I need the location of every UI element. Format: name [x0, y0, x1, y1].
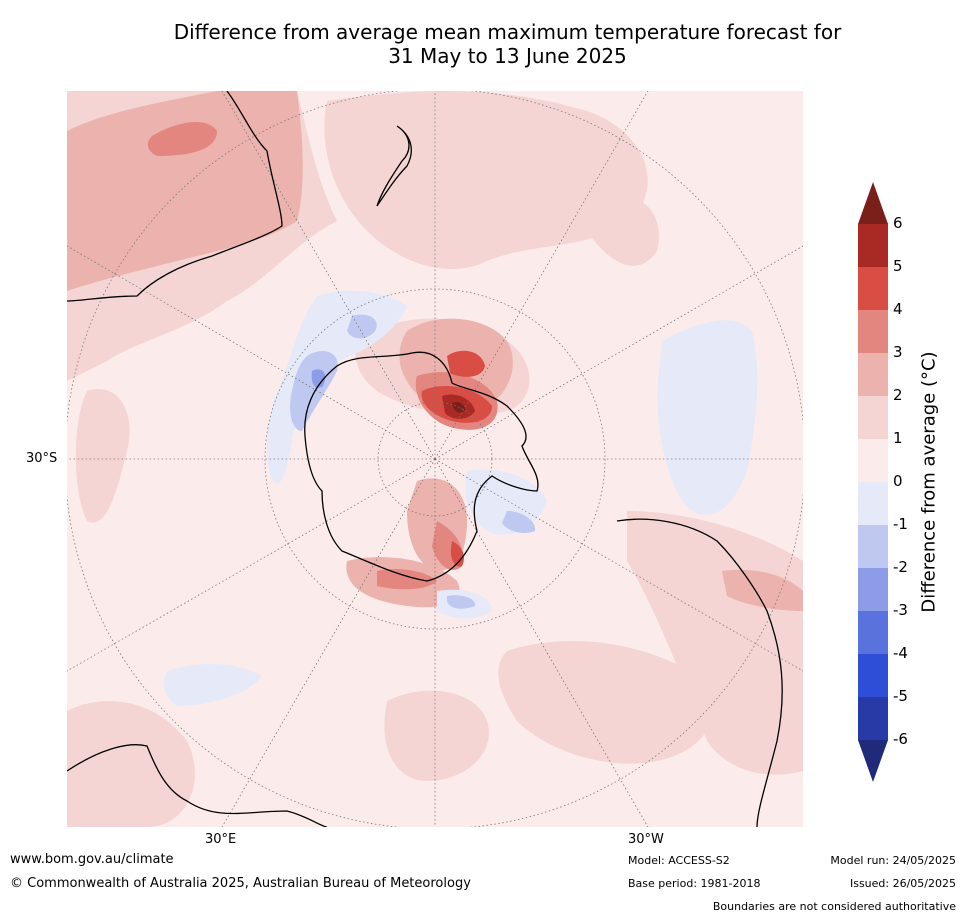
warm-area-pacific-east	[587, 194, 659, 266]
colorbar-tick-label: 4	[893, 300, 903, 318]
colorbar-bin	[858, 697, 888, 741]
warm-core-australia	[147, 121, 217, 156]
colorbar-top-arrow	[858, 182, 888, 224]
colorbar-tick-label: 2	[893, 386, 903, 404]
colorbar-tick-label: -5	[893, 687, 908, 705]
forecast-map	[67, 91, 803, 827]
colorbar-bin	[858, 525, 888, 569]
colorbar-bin	[858, 396, 888, 440]
colorbar-bin	[858, 439, 888, 483]
footer-model-run: Model run: 24/05/2025	[830, 854, 956, 867]
lat-label-30s: 30°S	[26, 451, 58, 466]
title-line-1: Difference from average mean maximum tem…	[173, 20, 842, 44]
footer-website[interactable]: www.bom.gov.au/climate	[10, 852, 174, 867]
colorbar-tick-label: -6	[893, 730, 908, 748]
coastlines	[67, 91, 783, 827]
cool-area-east-antarctica	[266, 290, 407, 484]
warm-area-pacific	[324, 91, 648, 270]
footer-copyright: © Commonwealth of Australia 2025, Austra…	[10, 876, 471, 891]
warm-area-atlantic-south	[384, 690, 489, 781]
colorbar-bin	[858, 568, 888, 612]
colorbar-bin	[858, 611, 888, 655]
colorbar-tick-label: -1	[893, 515, 908, 533]
footer-disclaimer: Boundaries are not considered authoritat…	[712, 900, 956, 913]
colorbar-bin	[858, 482, 888, 526]
colorbar-bin	[858, 654, 888, 698]
cool-area-indian	[164, 664, 262, 706]
footer-model: Model: ACCESS-S2	[628, 854, 730, 867]
colorbar-tick-label: -3	[893, 601, 908, 619]
colorbar-tick-label: 0	[893, 472, 903, 490]
cool-core-weddell	[502, 511, 536, 534]
colorbar-bin	[858, 353, 888, 397]
lon-label-30e: 30°E	[205, 832, 237, 847]
new-zealand-coast	[376, 125, 412, 207]
colorbar-title: Difference from average (°C)	[918, 351, 940, 613]
warm-area-south-africa	[67, 701, 195, 827]
colorbar-bins	[858, 224, 888, 741]
colorbar-tick-label: 5	[893, 257, 903, 275]
lon-label-30w: 30°W	[628, 832, 664, 847]
warm-patch-australia	[67, 91, 303, 291]
chart-title: Difference from average mean maximum tem…	[60, 20, 955, 68]
cool-core-east-antarctica	[290, 351, 338, 431]
colorbar-bottom-arrow	[858, 740, 888, 782]
footer-base-period: Base period: 1981-2018	[628, 877, 761, 890]
warm-area-south-atlantic	[498, 641, 715, 764]
colorbar-tick-label: 6	[893, 214, 903, 232]
title-line-2: 31 May to 13 June 2025	[388, 44, 627, 68]
cool-core-south	[447, 595, 476, 609]
cool-peak	[311, 369, 326, 388]
australia-coast	[67, 91, 283, 302]
graticule	[67, 91, 803, 827]
warm-peak-1	[447, 350, 485, 377]
colorbar-tick-label: -2	[893, 558, 908, 576]
warm-patch-south-america	[722, 569, 803, 611]
colorbar-tick-label: 1	[893, 429, 903, 447]
antarctica-coast	[304, 351, 539, 582]
colorbar	[858, 182, 888, 782]
colorbar-bin	[858, 224, 888, 268]
colorbar-bin	[858, 310, 888, 354]
footer-issued: Issued: 26/05/2025	[849, 877, 956, 890]
cool-area-south-atlantic	[657, 320, 758, 515]
africa-coast	[67, 744, 328, 827]
colorbar-tick-label: 3	[893, 343, 903, 361]
colorbar-tick-label: -4	[893, 644, 908, 662]
warm-area-indian	[75, 389, 130, 523]
colorbar-bin	[858, 267, 888, 311]
south-america-coast	[616, 518, 783, 827]
warm-core-atlantic	[377, 569, 437, 590]
